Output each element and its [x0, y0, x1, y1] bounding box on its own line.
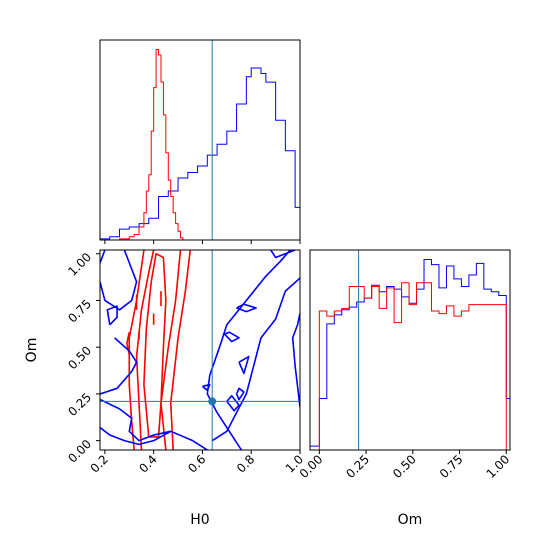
y-axis-title-om: Om: [24, 338, 40, 363]
contour-blue-9: [223, 331, 240, 343]
contour-blue-12: [201, 383, 211, 391]
om-vs-h0-contour-panel: 0.2 0.4 0.6 0.8 1.00.000.250.500.751.00: [65, 249, 306, 476]
contour-blue-2: [100, 250, 106, 264]
contour-blue-1: [100, 426, 172, 446]
om-y-tick-label-4: 1.00: [65, 250, 94, 279]
om-x-tick-label-0: 0.00: [297, 452, 326, 481]
contour-blue-10: [236, 303, 257, 313]
om-marginal-panel: 0.00 0.25 0.50 0.75 1.00: [297, 249, 513, 481]
contour-blue-8: [291, 313, 300, 408]
contour-blue-7: [211, 277, 300, 442]
h0-x-tick-label-3: 0.8: [234, 452, 257, 475]
truth-point: [208, 397, 217, 406]
h0-marginal-frame: [99, 39, 301, 241]
contour-blue-14: [238, 355, 250, 375]
contour-red-2: [143, 252, 167, 438]
contour-blue-5: [106, 305, 118, 326]
hist-om-red-series: [318, 282, 507, 450]
x-axis-title-h0: H0: [190, 512, 209, 528]
contour-blue-4: [100, 250, 138, 311]
h0-x-tick-label-0: 0.2: [88, 452, 111, 475]
contour-blue-13: [235, 387, 245, 401]
x-axis-title-om: Om: [398, 512, 423, 528]
hist-h0-red-series: [119, 49, 184, 240]
contour-red-3: [160, 250, 182, 450]
om-x-tick-label-3: 0.75: [437, 452, 466, 481]
h0-marginal-panel: [99, 39, 301, 244]
contour-blue-3: [100, 337, 138, 395]
om-y-tick-label-2: 0.50: [65, 343, 94, 372]
h0-x-tick-label-2: 0.6: [185, 452, 208, 475]
hist-h0-blue-series: [100, 67, 300, 240]
om-y-tick-label-0: 0.00: [65, 437, 94, 466]
contour-blue-0: [100, 398, 208, 450]
om-x-tick-label-4: 1.00: [484, 452, 513, 481]
contour-blue-11: [226, 394, 240, 412]
contour-blue-6: [206, 250, 291, 450]
om-y-tick-label-1: 0.25: [65, 390, 94, 419]
contour-blue-15: [270, 250, 296, 259]
hist-om-blue-series: [310, 259, 510, 450]
om-marginal-frame: [309, 249, 511, 451]
contour-red-0: [128, 250, 145, 450]
om-y-tick-label-3: 0.75: [65, 297, 94, 326]
om-x-tick-label-2: 0.50: [390, 452, 419, 481]
h0-x-tick-label-1: 0.4: [136, 452, 159, 475]
om-x-tick-label-1: 0.25: [343, 452, 372, 481]
contour-frame: [99, 249, 301, 451]
contour-red-4: [169, 250, 192, 450]
